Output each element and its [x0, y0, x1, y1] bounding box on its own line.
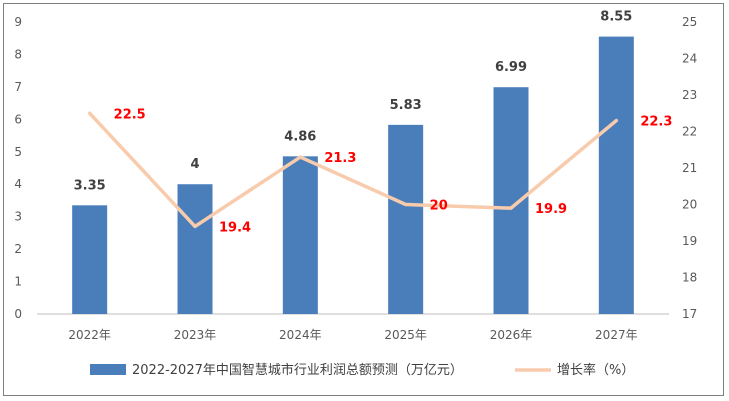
- line-point: [509, 206, 513, 210]
- x-tick-label: 2025年: [384, 328, 427, 342]
- y-left-tick-label: 7: [14, 80, 22, 94]
- bar: [493, 87, 529, 314]
- growth-rate-line: [87, 111, 619, 229]
- line-point: [404, 203, 408, 206]
- line-point: [88, 111, 92, 115]
- y-right-tick-label: 24: [682, 52, 697, 66]
- y-right-tick-label: 18: [682, 271, 697, 285]
- bar: [72, 205, 108, 314]
- legend-bar-swatch: [90, 364, 126, 375]
- x-tick-label: 2024年: [279, 328, 322, 342]
- line-value-label: 19.4: [219, 220, 251, 235]
- bar-value-label: 4.86: [284, 129, 316, 144]
- bar: [282, 156, 318, 314]
- labels-layer: 3.35 4 4.86 5.83 6.99 8.55 22.5 19.4 21.3 20 19.9 2…: [74, 10, 673, 236]
- y-left-tick-label: 4: [14, 177, 22, 191]
- y-right-tick-label: 22: [682, 125, 697, 139]
- bars-layer: [72, 36, 634, 314]
- y-left-tick-label: 1: [14, 275, 22, 289]
- line-value-label: 21.3: [324, 151, 356, 166]
- x-tick-label: 2022年: [68, 328, 111, 342]
- line-value-label: 19.9: [535, 202, 567, 217]
- line-point: [298, 155, 302, 159]
- bar-value-label: 6.99: [495, 60, 527, 75]
- y-left-tick-label: 0: [14, 307, 22, 321]
- bar: [388, 124, 424, 314]
- y-left-tick-label: 8: [14, 47, 22, 61]
- line-value-label: 20: [430, 199, 448, 214]
- y-right-tick-label: 25: [682, 15, 697, 29]
- bar-value-label: 8.55: [600, 10, 632, 25]
- bar-value-label: 4: [190, 157, 199, 172]
- x-tick-label: 2026年: [490, 328, 533, 342]
- y-right-tick-label: 23: [682, 88, 697, 102]
- y-left-tick-label: 5: [14, 145, 22, 159]
- bar-value-label: 3.35: [74, 178, 106, 193]
- legend-bar-label: 2022-2027年中国智慧城市行业利润总额预测（万亿元）: [132, 362, 463, 378]
- line-value-label: 22.5: [114, 107, 146, 122]
- y-left-tick-label: 3: [14, 210, 22, 224]
- y-left-tick-label: 2: [14, 242, 22, 256]
- bar: [598, 36, 634, 314]
- y-right-tick-label: 21: [682, 161, 697, 175]
- line-point: [193, 224, 197, 228]
- y-right-tick-label: 20: [682, 198, 697, 212]
- legend-line-label: 增长率（%）: [557, 362, 634, 378]
- bar-value-label: 5.83: [390, 98, 422, 113]
- y-right-tick-label: 19: [682, 234, 697, 248]
- chart-frame: 0 1 2 3 4 5 6 7 8 9 17 18 19 20 21 22 23 24 25 2022年 2023年 20…: [3, 3, 724, 396]
- x-tick-label: 2027年: [595, 328, 638, 342]
- y-right-tick-label: 17: [682, 307, 697, 321]
- y-left-tick-label: 9: [14, 15, 22, 29]
- line-layer: [87, 111, 619, 229]
- line-point: [614, 119, 618, 123]
- x-tick-label: 2023年: [174, 328, 217, 342]
- line-value-label: 22.3: [640, 115, 672, 130]
- bar: [177, 184, 213, 314]
- y-left-tick-label: 6: [14, 112, 22, 126]
- legend: 2022-2027年中国智慧城市行业利润总额预测（万亿元） 增长率（%）: [90, 362, 634, 378]
